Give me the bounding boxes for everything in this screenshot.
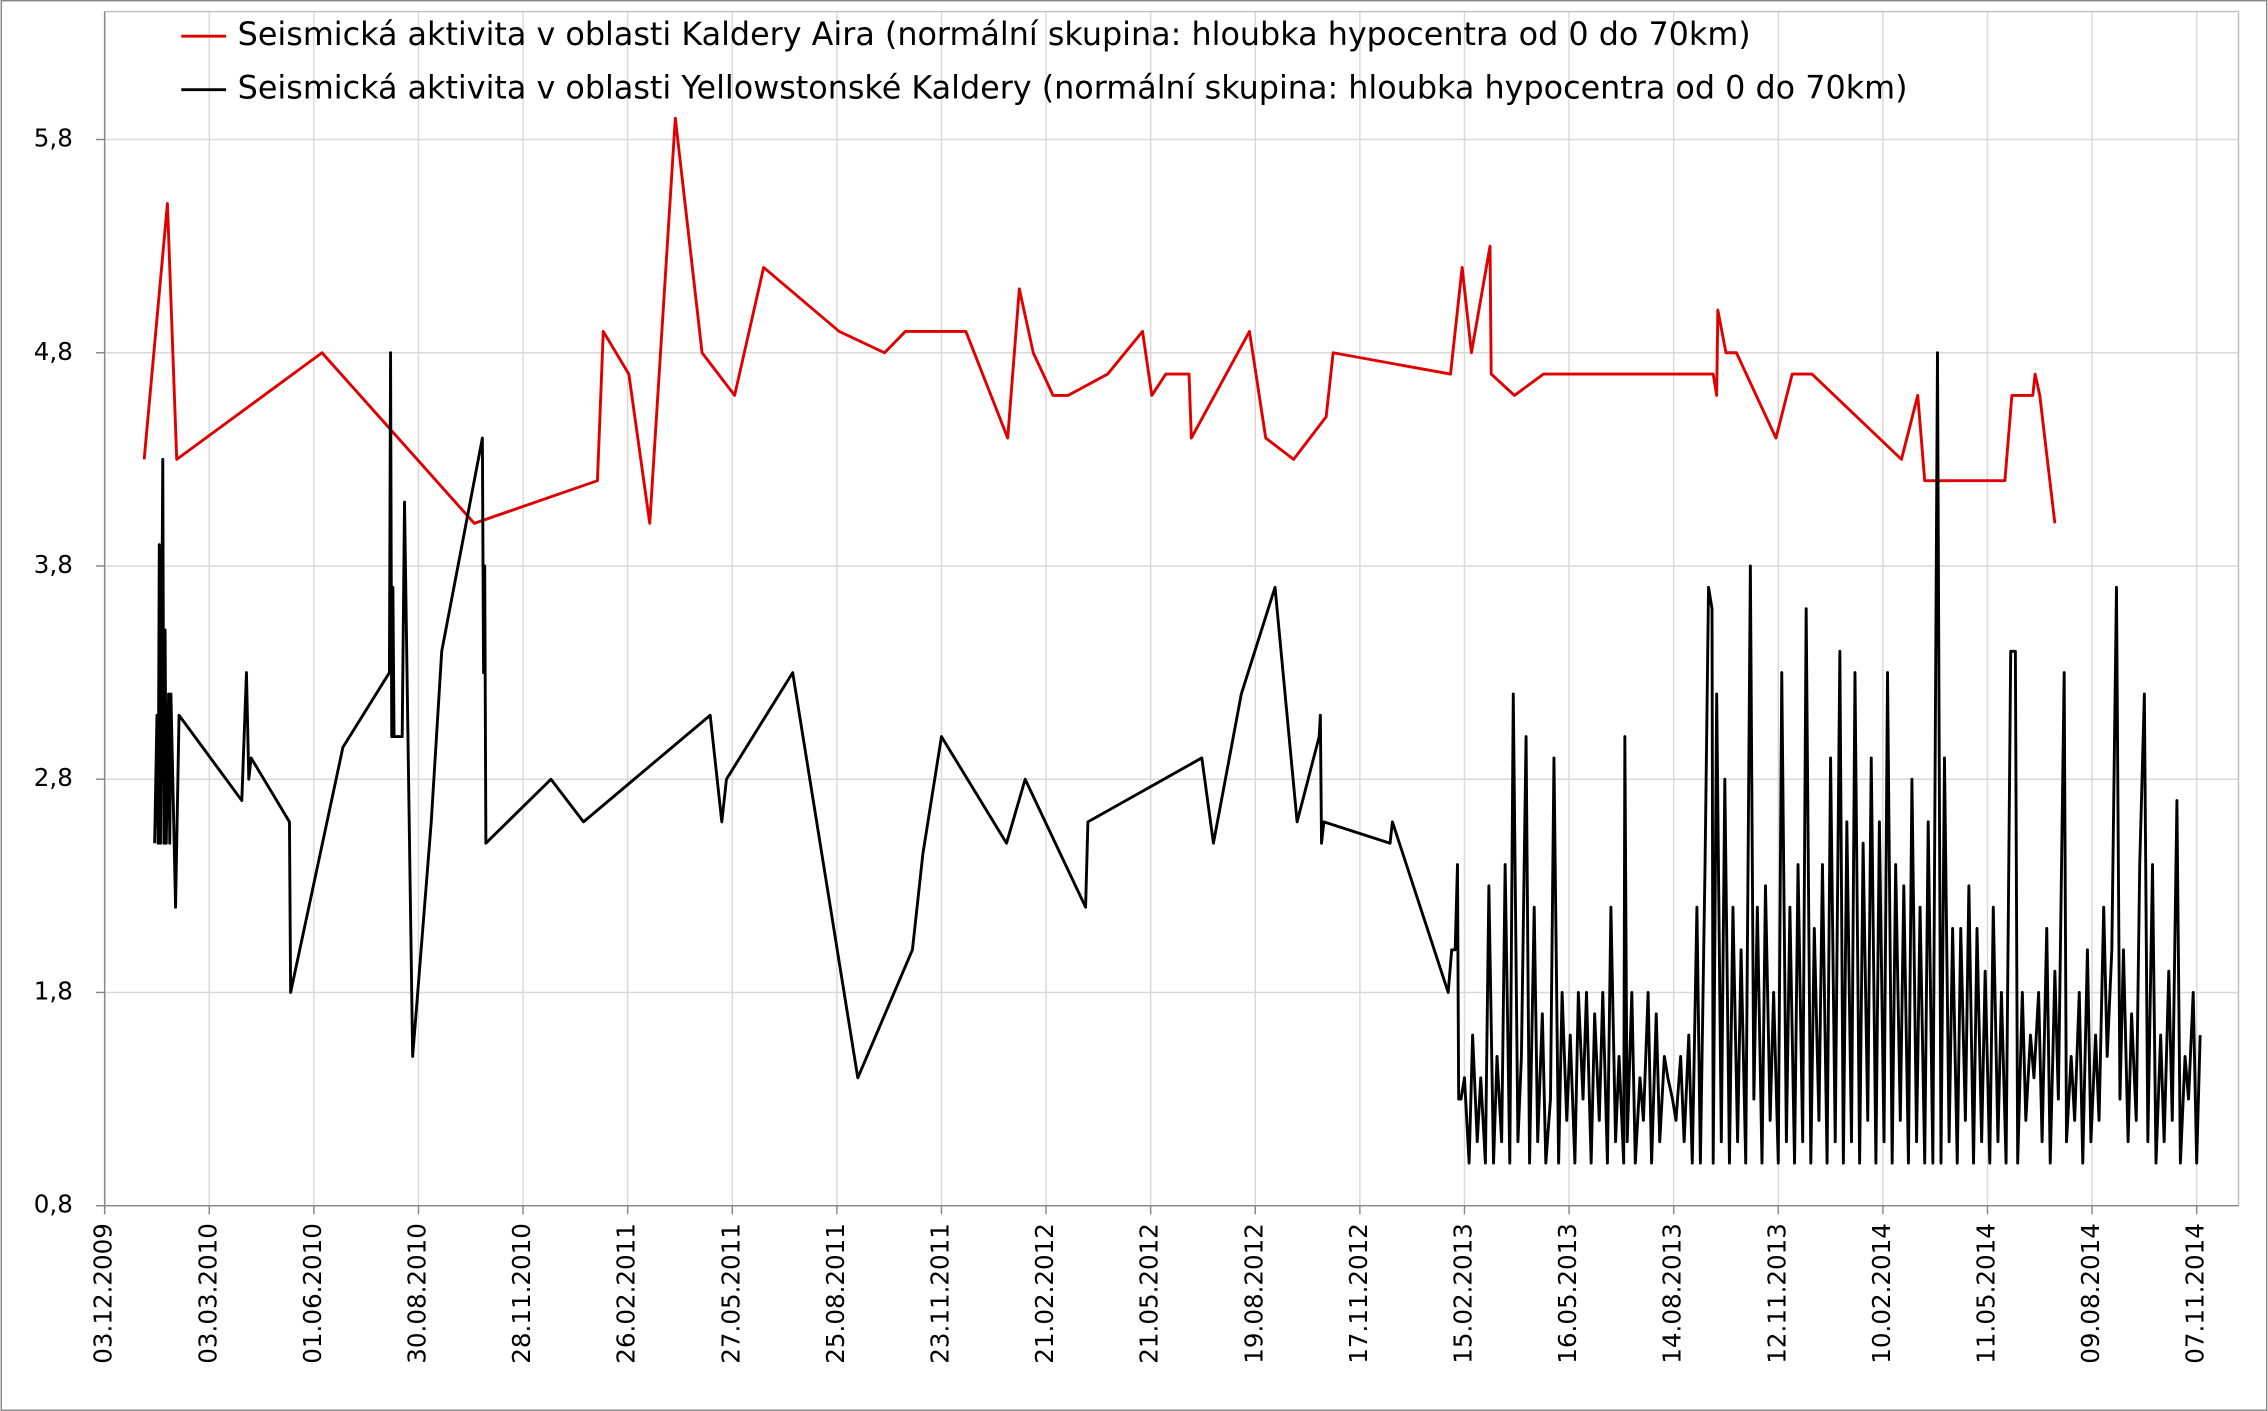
x-tick-label: 30.08.2010 [402,1223,431,1364]
legend-label: Seismická aktivita v oblasti Yellowstons… [238,70,1908,107]
x-tick-label: 03.12.2009 [89,1223,118,1364]
x-tick-label: 15.02.2013 [1448,1223,1477,1364]
y-tick-label: 4,8 [34,337,73,366]
x-tick-label: 14.08.2013 [1658,1223,1687,1364]
x-tick-label: 16.05.2013 [1553,1223,1582,1364]
series-line [142,116,2057,525]
x-tick-label: 23.11.2011 [925,1223,954,1364]
y-tick-label: 5,8 [34,124,73,153]
x-tick-label: 21.02.2012 [1030,1223,1059,1364]
y-tick-label: 0,8 [34,1190,73,1219]
x-tick-label: 12.11.2013 [1762,1223,1791,1364]
x-tick-label: 17.11.2012 [1344,1223,1373,1364]
x-tick-label: 03.03.2010 [193,1223,222,1364]
series-lines [142,116,2202,1165]
legend-label: Seismická aktivita v oblasti Kaldery Air… [238,16,1751,53]
y-tick-label: 2,8 [34,763,73,792]
x-tick-label: 19.08.2012 [1239,1223,1268,1364]
x-tick-label: 27.05.2011 [716,1223,745,1364]
x-tick-label: 21.05.2012 [1135,1223,1164,1364]
x-tick-label: 09.08.2014 [2076,1223,2105,1364]
legend: Seismická aktivita v oblasti Kaldery Air… [181,16,1908,107]
x-tick-label: 01.06.2010 [298,1223,327,1364]
axes: 0,8 1,8 2,8 3,8 4,8 5,8 03.12.2009 03.03.2010 01… [34,11,2239,1364]
x-tick-label: 26.02.2011 [612,1223,641,1364]
x-tick-label: 25.08.2011 [821,1223,850,1364]
x-tick-label: 10.02.2014 [1867,1223,1896,1364]
y-tick-label: 1,8 [34,976,73,1005]
x-tick-label: 28.11.2010 [507,1223,536,1364]
x-tick-label: 11.05.2014 [1971,1223,2000,1364]
y-tick-label: 3,8 [34,550,73,579]
series-line [153,351,2202,1165]
x-tick-label: 07.11.2014 [2181,1223,2210,1364]
